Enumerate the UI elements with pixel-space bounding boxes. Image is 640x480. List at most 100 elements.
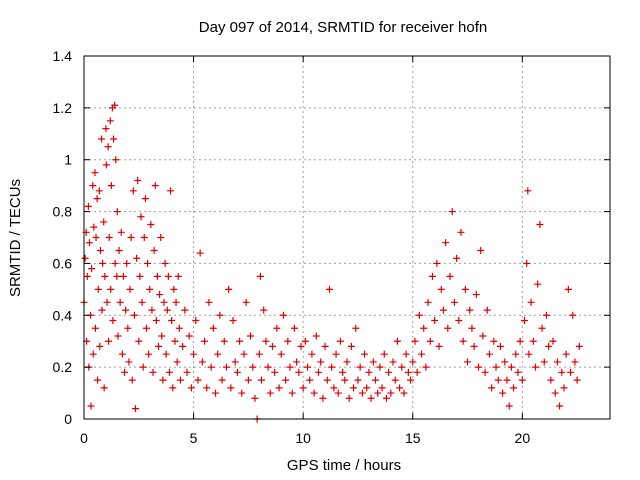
data-point [396, 384, 404, 392]
data-point [96, 246, 104, 254]
data-point [85, 239, 93, 247]
data-point [218, 376, 226, 384]
data-point [310, 389, 318, 397]
data-point [402, 350, 410, 358]
data-point [196, 249, 204, 257]
data-point [525, 350, 533, 358]
data-point [323, 376, 331, 384]
data-point [492, 363, 500, 371]
data-point [521, 316, 529, 324]
data-point [494, 376, 502, 384]
data-point [190, 350, 198, 358]
plot-frame [83, 55, 611, 420]
data-point [130, 311, 138, 319]
data-point [249, 363, 257, 371]
data-point [352, 324, 360, 332]
data-point [374, 389, 382, 397]
data-point [98, 135, 106, 143]
data-point [185, 332, 193, 340]
data-point [113, 272, 121, 280]
data-point [114, 332, 122, 340]
data-point [255, 350, 263, 358]
data-point [110, 135, 118, 143]
data-point [301, 337, 309, 345]
data-point [439, 306, 447, 314]
data-point [549, 337, 557, 345]
data-point [288, 389, 296, 397]
data-point [424, 298, 432, 306]
data-point [567, 368, 575, 376]
data-point [98, 306, 106, 314]
data-point [279, 311, 287, 319]
data-point [125, 358, 133, 366]
data-point [163, 306, 171, 314]
data-point [273, 324, 281, 332]
data-point [551, 389, 559, 397]
data-point [306, 376, 314, 384]
data-point [260, 306, 268, 314]
data-point [488, 384, 496, 392]
data-point [104, 143, 112, 151]
data-point [315, 368, 323, 376]
data-point [106, 117, 114, 125]
data-point [262, 337, 270, 345]
x-axis-title: GPS time / hours [287, 457, 401, 474]
data-point [573, 376, 581, 384]
data-point [332, 350, 340, 358]
data-point [505, 402, 513, 410]
data-point [136, 272, 144, 280]
data-point [170, 285, 178, 293]
data-point [481, 368, 489, 376]
data-point [146, 285, 154, 293]
data-point [376, 363, 384, 371]
data-point [139, 363, 147, 371]
data-point [207, 363, 215, 371]
data-point [111, 101, 119, 109]
data-point [194, 376, 202, 384]
data-point [123, 259, 131, 267]
data-point [380, 350, 388, 358]
data-point [350, 384, 358, 392]
data-point [84, 202, 92, 210]
y-tick-label: 0.8 [53, 204, 73, 220]
data-point [89, 350, 97, 358]
data-point [220, 337, 228, 345]
y-tick-label: 1.2 [53, 100, 73, 116]
data-point [286, 363, 294, 371]
data-point [236, 337, 244, 345]
data-point [117, 228, 125, 236]
data-point [124, 324, 132, 332]
data-point [112, 156, 120, 164]
data-point [174, 272, 182, 280]
data-point [295, 368, 303, 376]
data-point [453, 254, 461, 262]
data-point [225, 285, 233, 293]
data-point [358, 389, 366, 397]
data-point [321, 342, 329, 350]
data-point [391, 376, 399, 384]
data-point [126, 285, 134, 293]
data-point [527, 298, 535, 306]
data-point [212, 389, 219, 397]
y-tick-label: 0.4 [53, 307, 73, 323]
data-point [128, 376, 136, 384]
data-point [378, 384, 386, 392]
data-point [367, 394, 375, 402]
data-point [157, 234, 165, 241]
data-point [153, 272, 161, 280]
data-point [510, 384, 518, 392]
data-point [437, 285, 445, 293]
data-point [271, 368, 279, 376]
data-point [524, 187, 532, 195]
data-point [102, 125, 110, 133]
data-point [387, 389, 395, 397]
data-point [450, 298, 458, 306]
data-point [479, 332, 487, 340]
data-point [87, 402, 95, 410]
data-point [169, 384, 177, 392]
data-point [240, 350, 248, 358]
data-point [470, 342, 478, 350]
data-point [490, 337, 498, 345]
y-tick-label: 0 [64, 411, 72, 427]
